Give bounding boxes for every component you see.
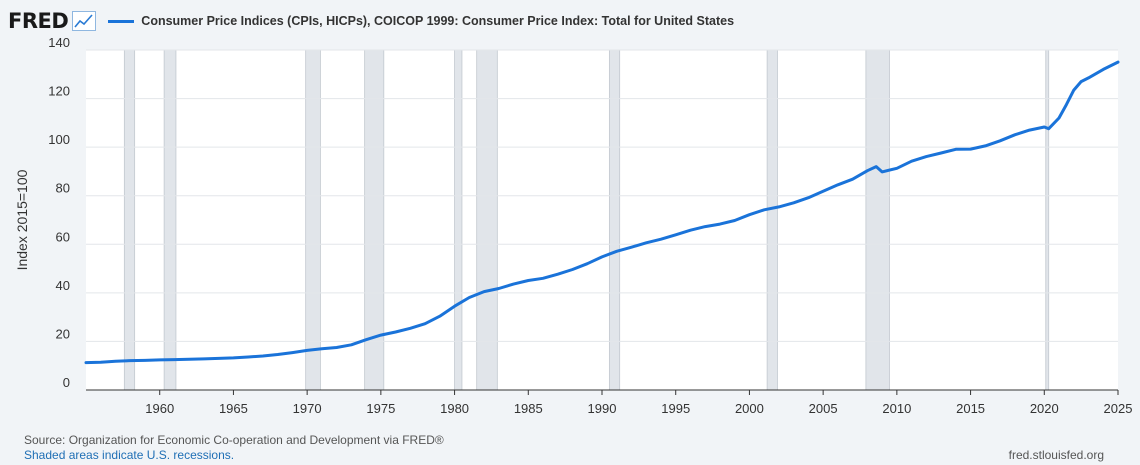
x-tick-label: 1985 — [514, 401, 543, 416]
x-tick-label: 2020 — [1030, 401, 1059, 416]
x-tick-label: 1970 — [293, 401, 322, 416]
x-tick-label: 1995 — [661, 401, 690, 416]
y-tick-label: 60 — [56, 229, 70, 244]
recession-band — [608, 49, 621, 391]
site-url[interactable]: fred.stlouisfed.org — [1008, 448, 1104, 462]
plot-area — [86, 50, 1118, 390]
recession-band — [123, 49, 136, 391]
fred-logo: FRED — [8, 9, 69, 33]
x-tick-label: 2010 — [882, 401, 911, 416]
x-tick-label: 1975 — [366, 401, 395, 416]
legend-series-label: Consumer Price Indices (CPIs, HICPs), CO… — [141, 14, 735, 28]
y-tick-label: 140 — [48, 35, 70, 50]
recession-band — [305, 49, 321, 391]
y-tick-label: 20 — [56, 326, 70, 341]
legend-swatch — [108, 19, 135, 23]
recession-band — [1045, 49, 1050, 391]
x-tick-label: 1980 — [440, 401, 469, 416]
y-tick-label: 40 — [56, 278, 70, 293]
x-tick-label: 2005 — [809, 401, 838, 416]
y-tick-label: 0 — [63, 375, 70, 390]
x-tick-label: 2025 — [1104, 401, 1133, 416]
recession-band — [163, 49, 177, 391]
x-tick-label: 1960 — [145, 401, 174, 416]
recession-band — [476, 49, 498, 391]
x-tick-label: 1990 — [588, 401, 617, 416]
recession-band — [766, 49, 778, 391]
chart-header: FRED Consumer Price Indices (CPIs, HICPs… — [8, 6, 734, 36]
chart-legend[interactable]: Consumer Price Indices (CPIs, HICPs), CO… — [108, 14, 734, 28]
trend-chart-icon — [72, 11, 97, 31]
recessions-note[interactable]: Shaded areas indicate U.S. recessions. — [24, 448, 235, 462]
x-tick-label: 2015 — [956, 401, 985, 416]
recession-band — [454, 49, 463, 391]
y-tick-label: 80 — [56, 181, 70, 196]
recession-band — [865, 49, 890, 391]
chart-footer: Source: Organization for Economic Co-ope… — [24, 433, 444, 463]
series-line — [84, 60, 1120, 365]
source-note: Source: Organization for Economic Co-ope… — [24, 433, 444, 447]
x-tick-label: 1965 — [219, 401, 248, 416]
y-axis-label: Index 2015=100 — [14, 169, 30, 270]
x-tick-label: 2000 — [735, 401, 764, 416]
y-tick-label: 100 — [48, 132, 70, 147]
y-tick-label: 120 — [48, 84, 70, 99]
